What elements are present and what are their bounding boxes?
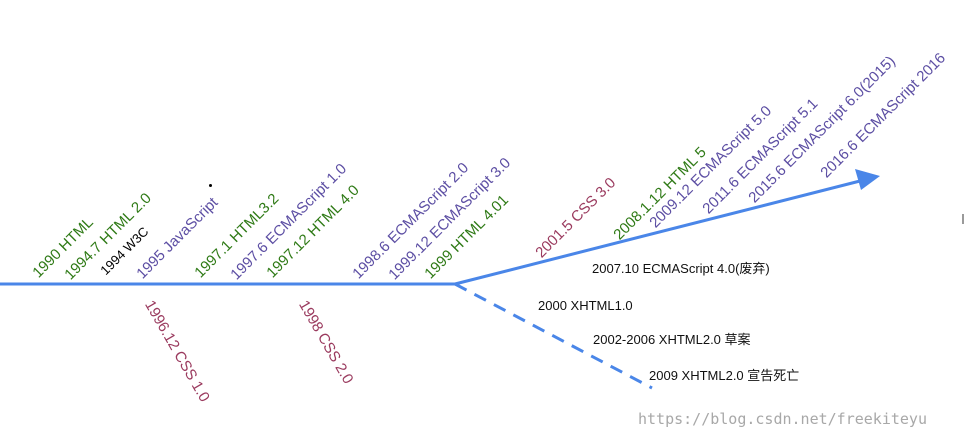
label-2002-xhtml2-draft: 2002-2006 XHTML2.0 草案 — [593, 332, 751, 347]
upper-branch-line — [454, 179, 861, 286]
label-2007-ecmascript4: 2007.10 ECMAScript 4.0(废弃) — [592, 261, 770, 276]
edge-mark — [962, 214, 964, 224]
dot-mark — [209, 184, 212, 187]
label-2009-xhtml2-dead: 2009 XHTML2.0 宣告死亡 — [649, 368, 800, 383]
lower-branch-dashed-line — [454, 282, 653, 390]
label-2000-xhtml1: 2000 XHTML1.0 — [538, 298, 633, 313]
watermark-url: https://blog.csdn.net/freekiteyu — [638, 410, 927, 428]
arrow-head-icon — [855, 169, 880, 190]
